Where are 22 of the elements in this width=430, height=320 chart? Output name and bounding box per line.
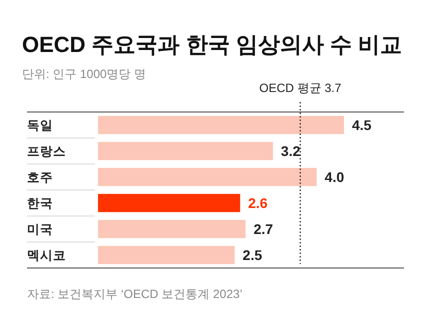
y-tick-label: 멕시코	[27, 248, 66, 262]
y-tick-label: 프랑스	[27, 144, 66, 158]
bar	[98, 194, 240, 212]
y-tick-label: 미국	[27, 222, 53, 236]
text: 자료: 보건복지부 ‘OECD 보건통계 2023’	[27, 287, 242, 301]
y-tick-label: 한국	[27, 196, 53, 210]
chart-title: OECD 주요국과 한국 임상의사 수 비교	[22, 32, 402, 57]
y-tick-label: 독일	[27, 118, 53, 132]
bar	[98, 116, 344, 134]
data-label: 2.5	[242, 247, 262, 264]
bar	[98, 168, 317, 186]
data-label: 4.5	[352, 117, 372, 134]
bar	[98, 220, 246, 238]
bar	[98, 142, 273, 160]
ref-line-label: OECD 평균 3.7	[259, 81, 342, 95]
data-label: 2.6	[248, 195, 268, 212]
data-label: 4.0	[324, 169, 344, 186]
y-tick-label: 호주	[27, 170, 53, 184]
data-label: 2.7	[254, 221, 274, 238]
data-label: 3.2	[280, 143, 301, 160]
chart-subtitle: 단위: 인구 1000명당 명	[22, 67, 146, 81]
bar	[98, 246, 235, 264]
